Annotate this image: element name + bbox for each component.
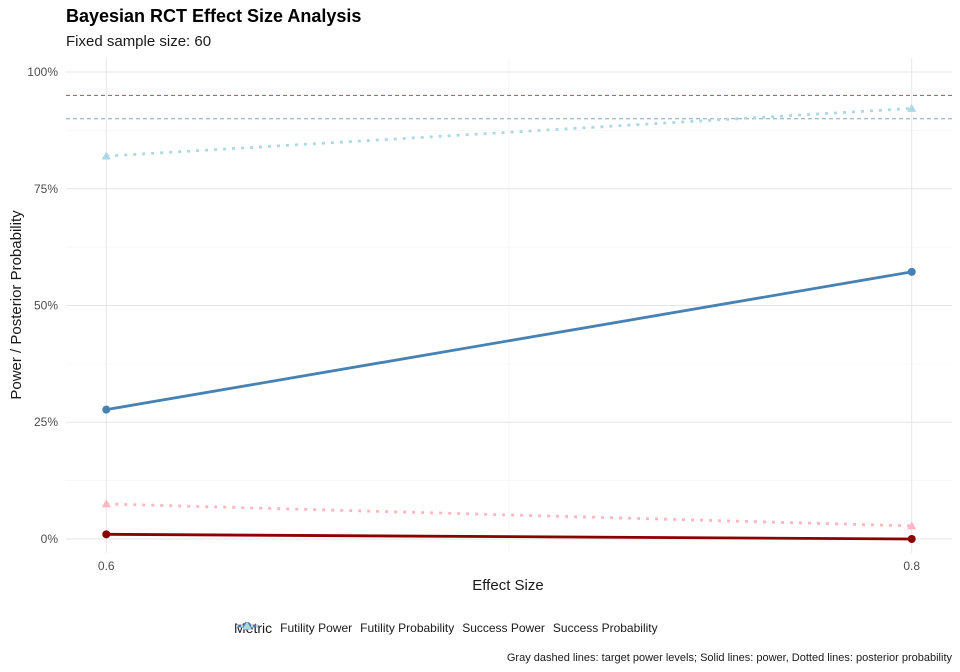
y-tick-label: 50% [34, 299, 58, 313]
data-point [907, 521, 917, 530]
y-tick-label: 75% [34, 182, 58, 196]
legend-label: Futility Probability [360, 621, 455, 635]
y-tick-label: 25% [34, 415, 58, 429]
legend-label: Futility Power [280, 621, 353, 635]
x-tick-label: 0.6 [98, 559, 115, 573]
legend-title: Metric [234, 620, 273, 636]
x-axis-title: Effect Size [472, 577, 543, 594]
series-futility-power [102, 530, 916, 543]
legend-item: Futility Probability [236, 621, 455, 635]
chart-caption: Gray dashed lines: target power levels; … [506, 652, 952, 664]
y-tick-label: 100% [27, 65, 58, 79]
legend-label: Success Probability [552, 621, 658, 635]
series-success-probability [101, 103, 917, 160]
legend-key [236, 621, 258, 630]
legend: Metric Futility Power Futility Probabilit… [234, 618, 666, 638]
series-line [106, 270, 912, 412]
legend-item: Success Probability [236, 621, 658, 635]
chart-subtitle: Fixed sample size: 60 [66, 33, 212, 50]
data-point [102, 405, 111, 414]
series-futility-probability [101, 499, 917, 530]
series-line [106, 532, 912, 541]
data-point [907, 534, 916, 543]
reference-lines [66, 94, 952, 120]
data-point [907, 103, 917, 112]
x-axis-ticks: 0.6 0.8 [98, 559, 920, 573]
data-point [242, 621, 252, 630]
y-axis-ticks: 0% 25% 50% 75% 100% [27, 65, 58, 546]
data-point [907, 267, 916, 276]
series-success-power [102, 267, 916, 414]
legend-item: Success Power [236, 621, 545, 635]
x-tick-label: 0.8 [903, 559, 920, 573]
y-axis-title: Power / Posterior Probability [8, 210, 25, 400]
series-lines [101, 103, 917, 543]
chart-title: Bayesian RCT Effect Size Analysis [66, 6, 362, 26]
grid [66, 58, 952, 553]
legend-item: Futility Power [236, 621, 353, 635]
y-tick-label: 0% [41, 532, 59, 546]
data-point [101, 499, 111, 508]
legend-label: Success Power [462, 621, 545, 635]
data-point [102, 530, 111, 539]
data-point [101, 151, 111, 160]
